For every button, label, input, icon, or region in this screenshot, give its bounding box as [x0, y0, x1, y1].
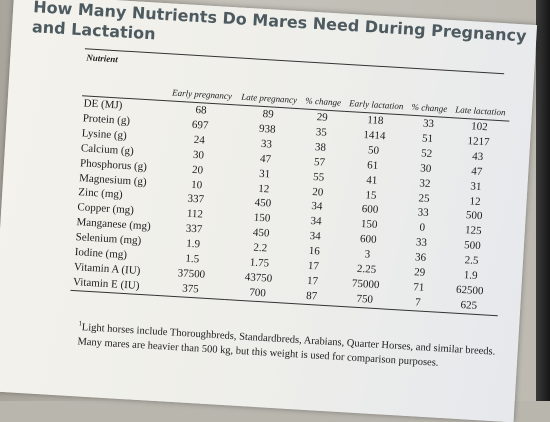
- screen-edge: [536, 0, 550, 401]
- column-header-late-lactation: Late lactation: [450, 72, 513, 122]
- table-cell: 87: [289, 287, 334, 306]
- footnote-text: Light horses include Thoroughbreds, Stan…: [77, 322, 496, 369]
- table-cell: 7: [395, 294, 440, 313]
- table-cell: 375: [155, 279, 226, 300]
- table-cell: 750: [332, 290, 397, 310]
- column-header-early-pregnancy: Early pregnancy: [166, 55, 239, 105]
- column-header-change-2: % change: [407, 69, 454, 118]
- footnote: 1Light horses include Thoroughbreds, Sta…: [77, 316, 498, 373]
- table-body: DE (MJ) 68 89 29 118 33 102 Protein (g) 697 938 35…: [70, 96, 510, 316]
- projected-slide: How Many Nutrients Do Mares Need During …: [0, 0, 538, 422]
- nutrient-table: Nutrient Early pregnancy Late pregnancy …: [70, 50, 513, 316]
- column-header-change-1: % change: [301, 63, 347, 112]
- table-cell: 625: [438, 296, 499, 316]
- column-header-early-lactation: Early lactation: [344, 65, 411, 116]
- column-header-nutrient: Nutrient: [82, 50, 170, 101]
- column-header-late-pregnancy: Late pregnancy: [236, 59, 304, 109]
- table-cell: 700: [224, 283, 291, 304]
